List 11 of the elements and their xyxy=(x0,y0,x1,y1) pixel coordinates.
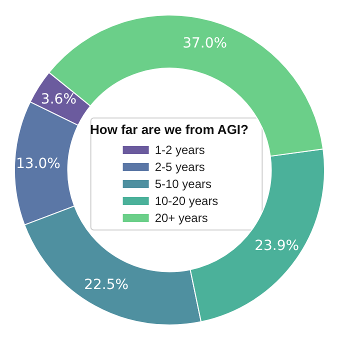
legend-label: 10-20 years xyxy=(154,194,218,208)
legend-label: 1-2 years xyxy=(154,143,205,157)
data-label: 37.0% xyxy=(182,35,228,52)
legend-label: 2-5 years xyxy=(154,160,205,174)
data-label: 22.5% xyxy=(84,277,129,294)
data-label: 3.6% xyxy=(40,91,76,108)
legend-title: How far are we from AGI? xyxy=(90,122,249,137)
legend-label: 5-10 years xyxy=(154,177,212,191)
data-label: 13.0% xyxy=(16,156,60,172)
legend-label: 20+ years xyxy=(154,211,208,225)
data-label: 23.9% xyxy=(254,238,300,254)
